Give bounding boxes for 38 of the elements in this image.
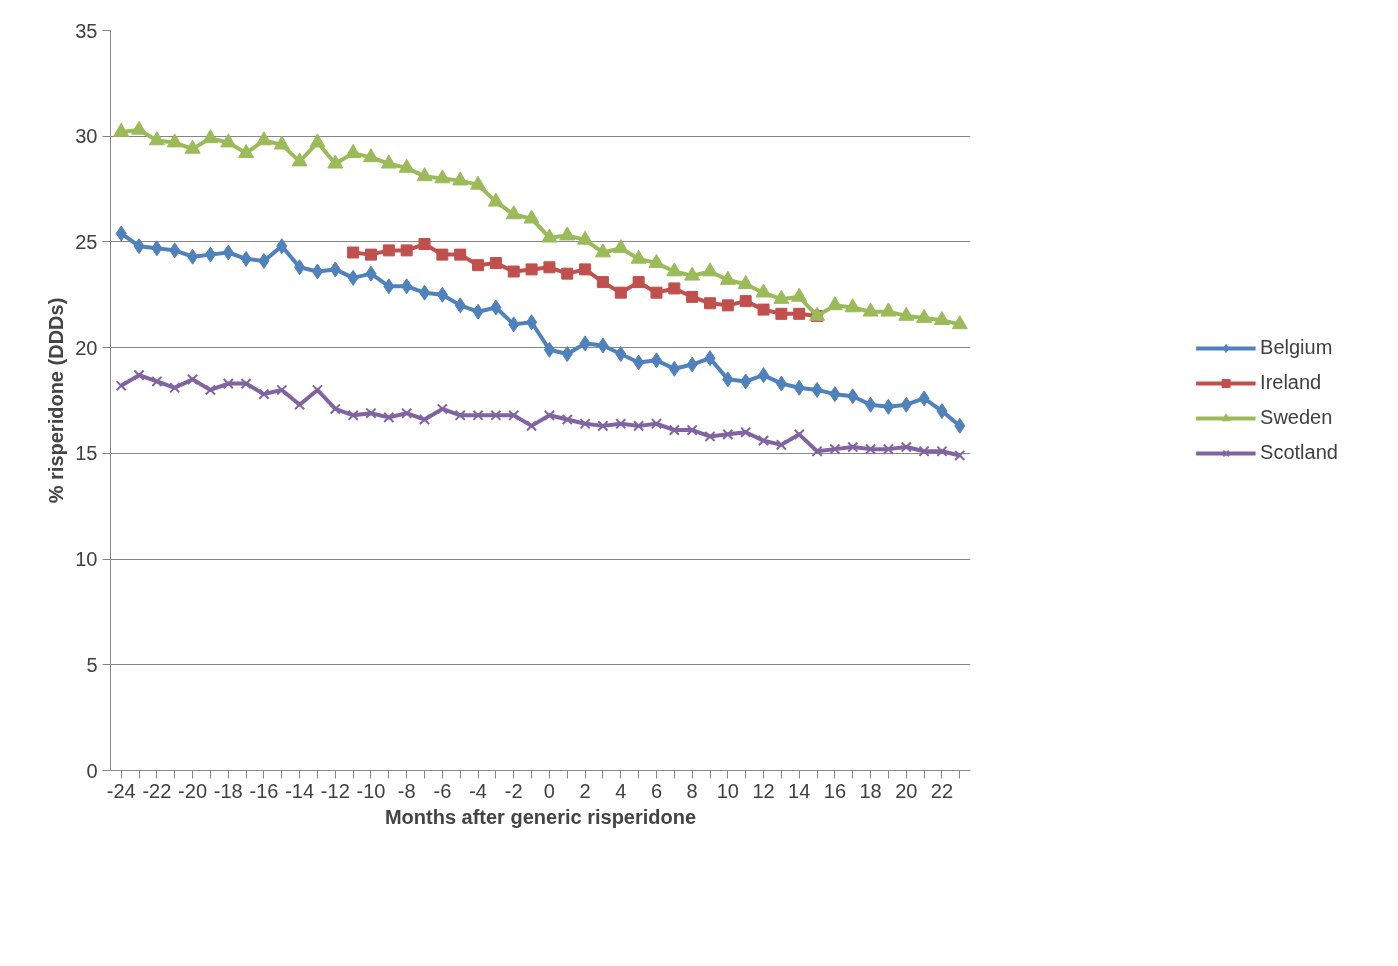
x-tick-label: -8 bbox=[397, 779, 416, 802]
y-axis-title: % risperidone (DDDs) bbox=[45, 297, 68, 504]
x-tick-label: -18 bbox=[213, 779, 243, 802]
x-tick-label: -2 bbox=[504, 779, 523, 802]
x-tick-label: 10 bbox=[716, 779, 739, 802]
y-tick-label: 25 bbox=[75, 230, 98, 253]
x-tick-label: 2 bbox=[579, 779, 591, 802]
x-tick-label: 4 bbox=[615, 779, 627, 802]
x-tick-label: -4 bbox=[469, 779, 487, 802]
x-tick-label: -22 bbox=[142, 779, 172, 802]
x-tick-label: 18 bbox=[859, 779, 882, 802]
y-tick-label: 15 bbox=[75, 442, 98, 465]
x-tick-label: 0 bbox=[543, 779, 555, 802]
x-tick-label: -14 bbox=[285, 779, 315, 802]
x-tick-label: 16 bbox=[823, 779, 847, 802]
x-tick-label: 20 bbox=[895, 779, 918, 802]
x-tick-label: -10 bbox=[356, 779, 386, 802]
legend-label: Sweden bbox=[1260, 406, 1333, 429]
x-tick-label: 22 bbox=[930, 779, 954, 802]
y-tick-label: 30 bbox=[75, 125, 98, 148]
legend-label: Ireland bbox=[1260, 371, 1322, 394]
y-tick-label: 20 bbox=[75, 336, 98, 359]
y-tick-label: 0 bbox=[86, 759, 98, 782]
x-tick-label: -12 bbox=[320, 779, 350, 802]
x-tick-label: 6 bbox=[650, 779, 663, 802]
x-tick-label: -20 bbox=[178, 779, 208, 802]
y-tick-label: 10 bbox=[75, 548, 98, 571]
legend-label: Belgium bbox=[1260, 336, 1333, 359]
x-tick-label: -16 bbox=[249, 779, 279, 802]
y-tick-label: 5 bbox=[86, 653, 98, 676]
x-tick-label: -24 bbox=[106, 779, 136, 802]
x-tick-label: 12 bbox=[752, 779, 775, 802]
x-tick-label: 8 bbox=[686, 779, 698, 802]
x-axis-title: Months after generic risperidone bbox=[384, 805, 697, 828]
x-tick-label: -6 bbox=[433, 779, 452, 802]
y-tick-label: 35 bbox=[75, 19, 98, 42]
x-tick-label: 14 bbox=[788, 779, 811, 802]
legend-label: Scotland bbox=[1260, 441, 1338, 464]
